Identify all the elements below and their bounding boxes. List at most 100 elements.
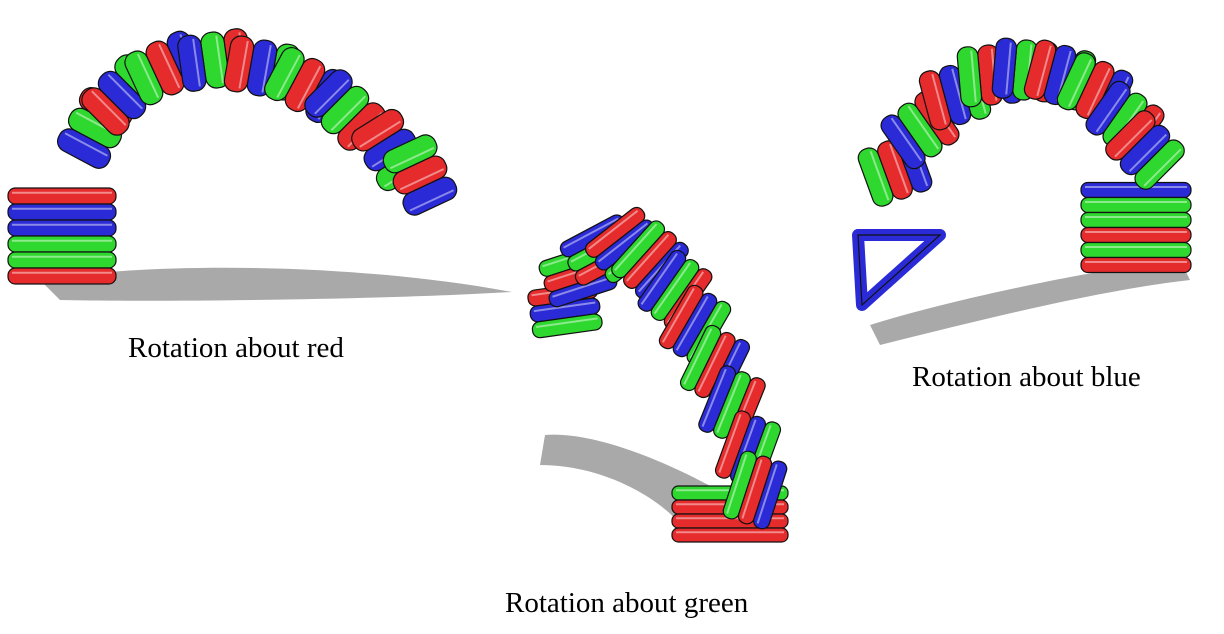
tube-segment [56,128,112,169]
base-tube [1080,181,1192,199]
tube-highlight [533,301,596,313]
figure-rotation-red [0,0,520,320]
tube-segment [671,527,789,543]
tube-segment [382,134,438,174]
base-tube [7,219,117,237]
tube-highlight [640,253,678,305]
tube-highlight [716,374,742,433]
tube-highlight [869,150,890,201]
caption-rotation-green: Rotation about green [505,587,749,619]
tube-highlight [890,117,923,162]
base-tube [7,187,117,205]
caption-rotation-blue: Rotation about blue [912,361,1141,393]
tube-highlight [314,79,350,115]
tube-highlight [597,222,649,263]
tube-segment [1085,80,1131,136]
tube-segment [177,34,207,92]
tube-segment [264,46,305,102]
arch-block [1105,110,1185,190]
arch-render-blue [852,37,1192,345]
tube-segment [7,219,117,237]
tube-highlight [330,95,366,131]
tube-highlight [1114,119,1153,158]
tube-highlight [718,413,742,473]
base-tube [7,203,117,221]
tube-highlight [276,54,301,98]
tube-highlight [1086,67,1111,116]
tube-highlight [1005,42,1012,95]
arch-shadow [870,260,1190,345]
tube-segment [1080,241,1192,259]
base-tube [671,527,789,543]
base-tube [1080,241,1192,259]
tube-segment [1080,196,1192,214]
tube-highlight [970,50,977,103]
tube-highlight [653,262,691,315]
tube-highlight [158,43,181,89]
tube-highlight [107,74,143,110]
tube-highlight [1036,45,1052,97]
base-tube [1080,226,1192,244]
arch-shadow [40,267,512,301]
tube-highlight [1143,148,1182,187]
base-tube [1080,196,1192,214]
tube-highlight [683,328,713,385]
tube-highlight [889,143,909,194]
tube-highlight [535,317,598,328]
tube-highlight [1095,88,1128,133]
tube-segment [7,235,117,253]
base-tube [7,235,117,253]
tube-segment [1105,110,1156,161]
tube-highlight [389,147,435,170]
tube-highlight [238,40,249,89]
tube-highlight [726,454,748,514]
tube-segment [351,108,405,152]
tube-highlight [675,296,709,351]
tube-segment [304,69,353,118]
tube-highlight [697,335,727,392]
tube-segment [1080,256,1192,274]
tube-highlight [741,459,763,519]
arch-render-red [7,28,512,301]
tube-segment [991,37,1018,99]
tube-segment [956,46,983,108]
tube-segment [531,313,603,339]
tube-highlight [951,68,967,120]
arch-block [382,134,458,216]
tube-segment [1056,52,1096,111]
base-tube [1080,256,1192,274]
tube-segment [223,35,255,93]
tube-highlight [701,368,727,427]
tube-segment [918,70,952,131]
tube-highlight [359,120,401,148]
arch-render-green [527,206,789,543]
tube-highlight [215,35,224,84]
figure-rotation-blue [840,20,1224,350]
tube-segment [1080,181,1192,199]
tube-highlight [399,168,445,191]
tube-segment [7,267,117,285]
tube-highlight [626,234,670,282]
arch-block [722,450,788,530]
tube-segment [7,203,117,221]
figure-rotation-green [490,185,820,555]
caption-rotation-red: Rotation about red [128,332,344,364]
tube-highlight [261,45,272,93]
tube-highlight [907,105,940,150]
tube-highlight [64,132,108,157]
tube-segment [124,50,164,106]
base-tube [1080,211,1192,229]
tube-segment [81,87,130,136]
tube-highlight [563,217,619,249]
tube-segment [857,147,894,207]
base-tube [7,251,117,269]
tube-highlight [296,65,322,109]
triangle-support-outline [857,234,942,307]
tube-segment [880,114,926,170]
tube-highlight [931,73,947,125]
tube-segment [7,251,117,269]
tube-segment [1080,226,1192,244]
tube-highlight [1068,59,1092,107]
tube-segment [7,187,117,205]
tube-highlight [91,90,127,126]
